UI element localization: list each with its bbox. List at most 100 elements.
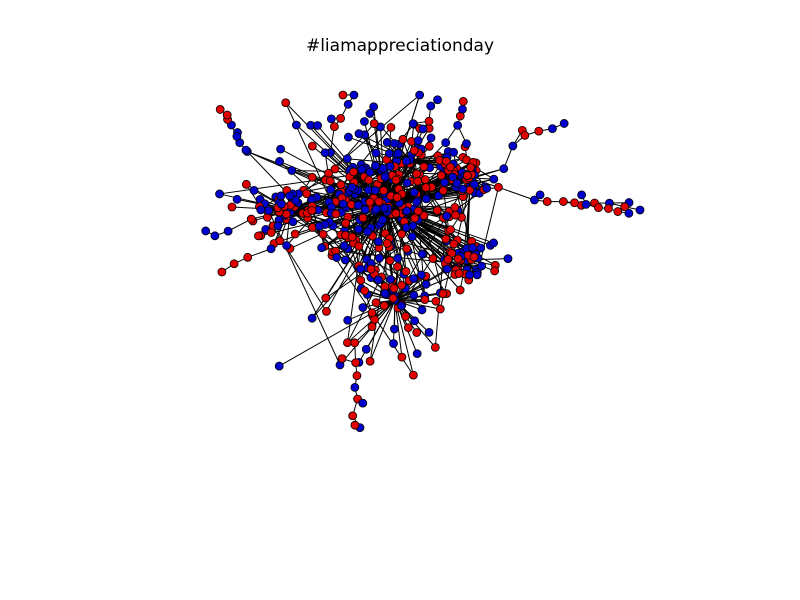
graph-node-blue	[407, 232, 417, 242]
graph-node-blue	[408, 119, 418, 129]
graph-node-blue	[418, 124, 428, 134]
graph-node-blue	[559, 119, 569, 128]
graph-edge	[292, 94, 420, 203]
graph-node-red	[350, 420, 360, 430]
graph-edge	[369, 174, 400, 362]
graph-node-red	[331, 209, 341, 219]
graph-edge	[369, 299, 396, 362]
graph-node-red	[450, 202, 460, 212]
graph-edge	[384, 204, 447, 294]
graph-edge	[289, 204, 386, 249]
graph-node-red	[354, 241, 364, 251]
graph-node-red	[329, 122, 339, 132]
graph-node-blue	[402, 206, 412, 216]
graph-node-blue	[477, 261, 487, 271]
graph-node-blue	[421, 279, 431, 289]
graph-node-blue	[378, 215, 388, 225]
graph-node-red	[356, 275, 366, 285]
graph-edge	[289, 209, 396, 301]
graph-node-red	[386, 122, 396, 132]
graph-node-blue	[343, 315, 353, 325]
graph-node-blue	[358, 398, 368, 408]
graph-node-blue	[503, 254, 513, 263]
graph-node-blue	[314, 221, 324, 231]
graph-node-blue	[342, 154, 352, 164]
graph-node-red	[620, 202, 630, 212]
graph-node-blue	[273, 221, 283, 231]
graph-node-red	[436, 171, 446, 180]
graph-node-blue	[326, 114, 336, 124]
graph-node-blue	[458, 184, 468, 194]
graph-node-blue	[412, 197, 422, 207]
graph-node-red	[455, 285, 465, 295]
graph-node-red	[371, 298, 381, 308]
graph-node-red	[419, 162, 429, 172]
graph-node-blue	[340, 255, 350, 265]
graph-node-blue	[354, 129, 364, 139]
graph-node-blue	[317, 243, 327, 253]
graph-node-blue	[365, 109, 375, 118]
graph-node-red	[420, 295, 430, 305]
graph-node-red	[343, 338, 352, 348]
graph-node-red	[391, 208, 401, 218]
graph-node-blue	[424, 328, 434, 337]
graph-edge	[394, 299, 414, 376]
graph-node-red	[604, 204, 613, 213]
graph-node-blue	[426, 133, 436, 143]
graph-node-blue	[433, 95, 442, 105]
graph-node-red	[466, 163, 476, 172]
graph-node-red	[379, 186, 389, 195]
graph-node-blue	[287, 166, 297, 175]
graph-node-red	[275, 236, 285, 246]
graph-node-blue	[409, 187, 419, 197]
graph-node-blue	[448, 172, 458, 182]
graph-node-red	[281, 98, 291, 108]
graph-node-blue	[256, 205, 266, 215]
graph-edge	[268, 210, 341, 366]
graph-node-blue	[462, 139, 471, 149]
graph-node-red	[412, 169, 421, 179]
graph-node-blue	[530, 195, 539, 205]
graph-node-red	[254, 231, 263, 241]
graph-node-blue	[499, 164, 509, 174]
graph-node-red	[398, 134, 408, 144]
plot-title: #liamappreciationday	[305, 36, 495, 56]
graph-node-red	[412, 328, 422, 337]
graph-node-blue	[276, 144, 285, 154]
graph-node-red	[494, 182, 503, 192]
graph-nodes	[201, 90, 645, 433]
graph-node-blue	[375, 253, 384, 263]
graph-node-red	[469, 252, 479, 262]
graph-node-blue	[320, 148, 330, 158]
graph-node-red	[379, 301, 389, 311]
graph-node-blue	[397, 301, 406, 311]
graph-node-red	[435, 304, 445, 314]
graph-node-red	[388, 293, 398, 303]
graph-node-red	[389, 283, 399, 293]
graph-node-red	[336, 113, 346, 123]
graph-node-blue	[458, 104, 467, 114]
graph-node-blue	[408, 221, 418, 231]
graph-edge	[358, 195, 439, 267]
graph-node-blue	[482, 183, 492, 193]
graph-node-blue	[274, 361, 284, 371]
graph-node-red	[428, 254, 438, 263]
graph-node-blue	[356, 264, 365, 274]
graph-node-red	[364, 175, 374, 185]
graph-node-blue	[371, 148, 381, 158]
graph-node-blue	[380, 172, 390, 182]
graph-node-blue	[390, 324, 399, 334]
graph-node-red	[246, 214, 256, 224]
graph-edge	[401, 192, 476, 307]
graph-node-blue	[276, 199, 286, 209]
graph-node-blue	[313, 121, 322, 130]
graph-node-red	[382, 239, 392, 248]
graph-node-red	[451, 210, 461, 220]
graph-node-blue	[402, 178, 412, 188]
graph-node-blue	[344, 132, 353, 142]
graph-node-red	[322, 306, 331, 316]
graph-node-red	[325, 176, 335, 186]
graph-node-blue	[635, 205, 645, 215]
graph-node-blue	[307, 313, 317, 323]
